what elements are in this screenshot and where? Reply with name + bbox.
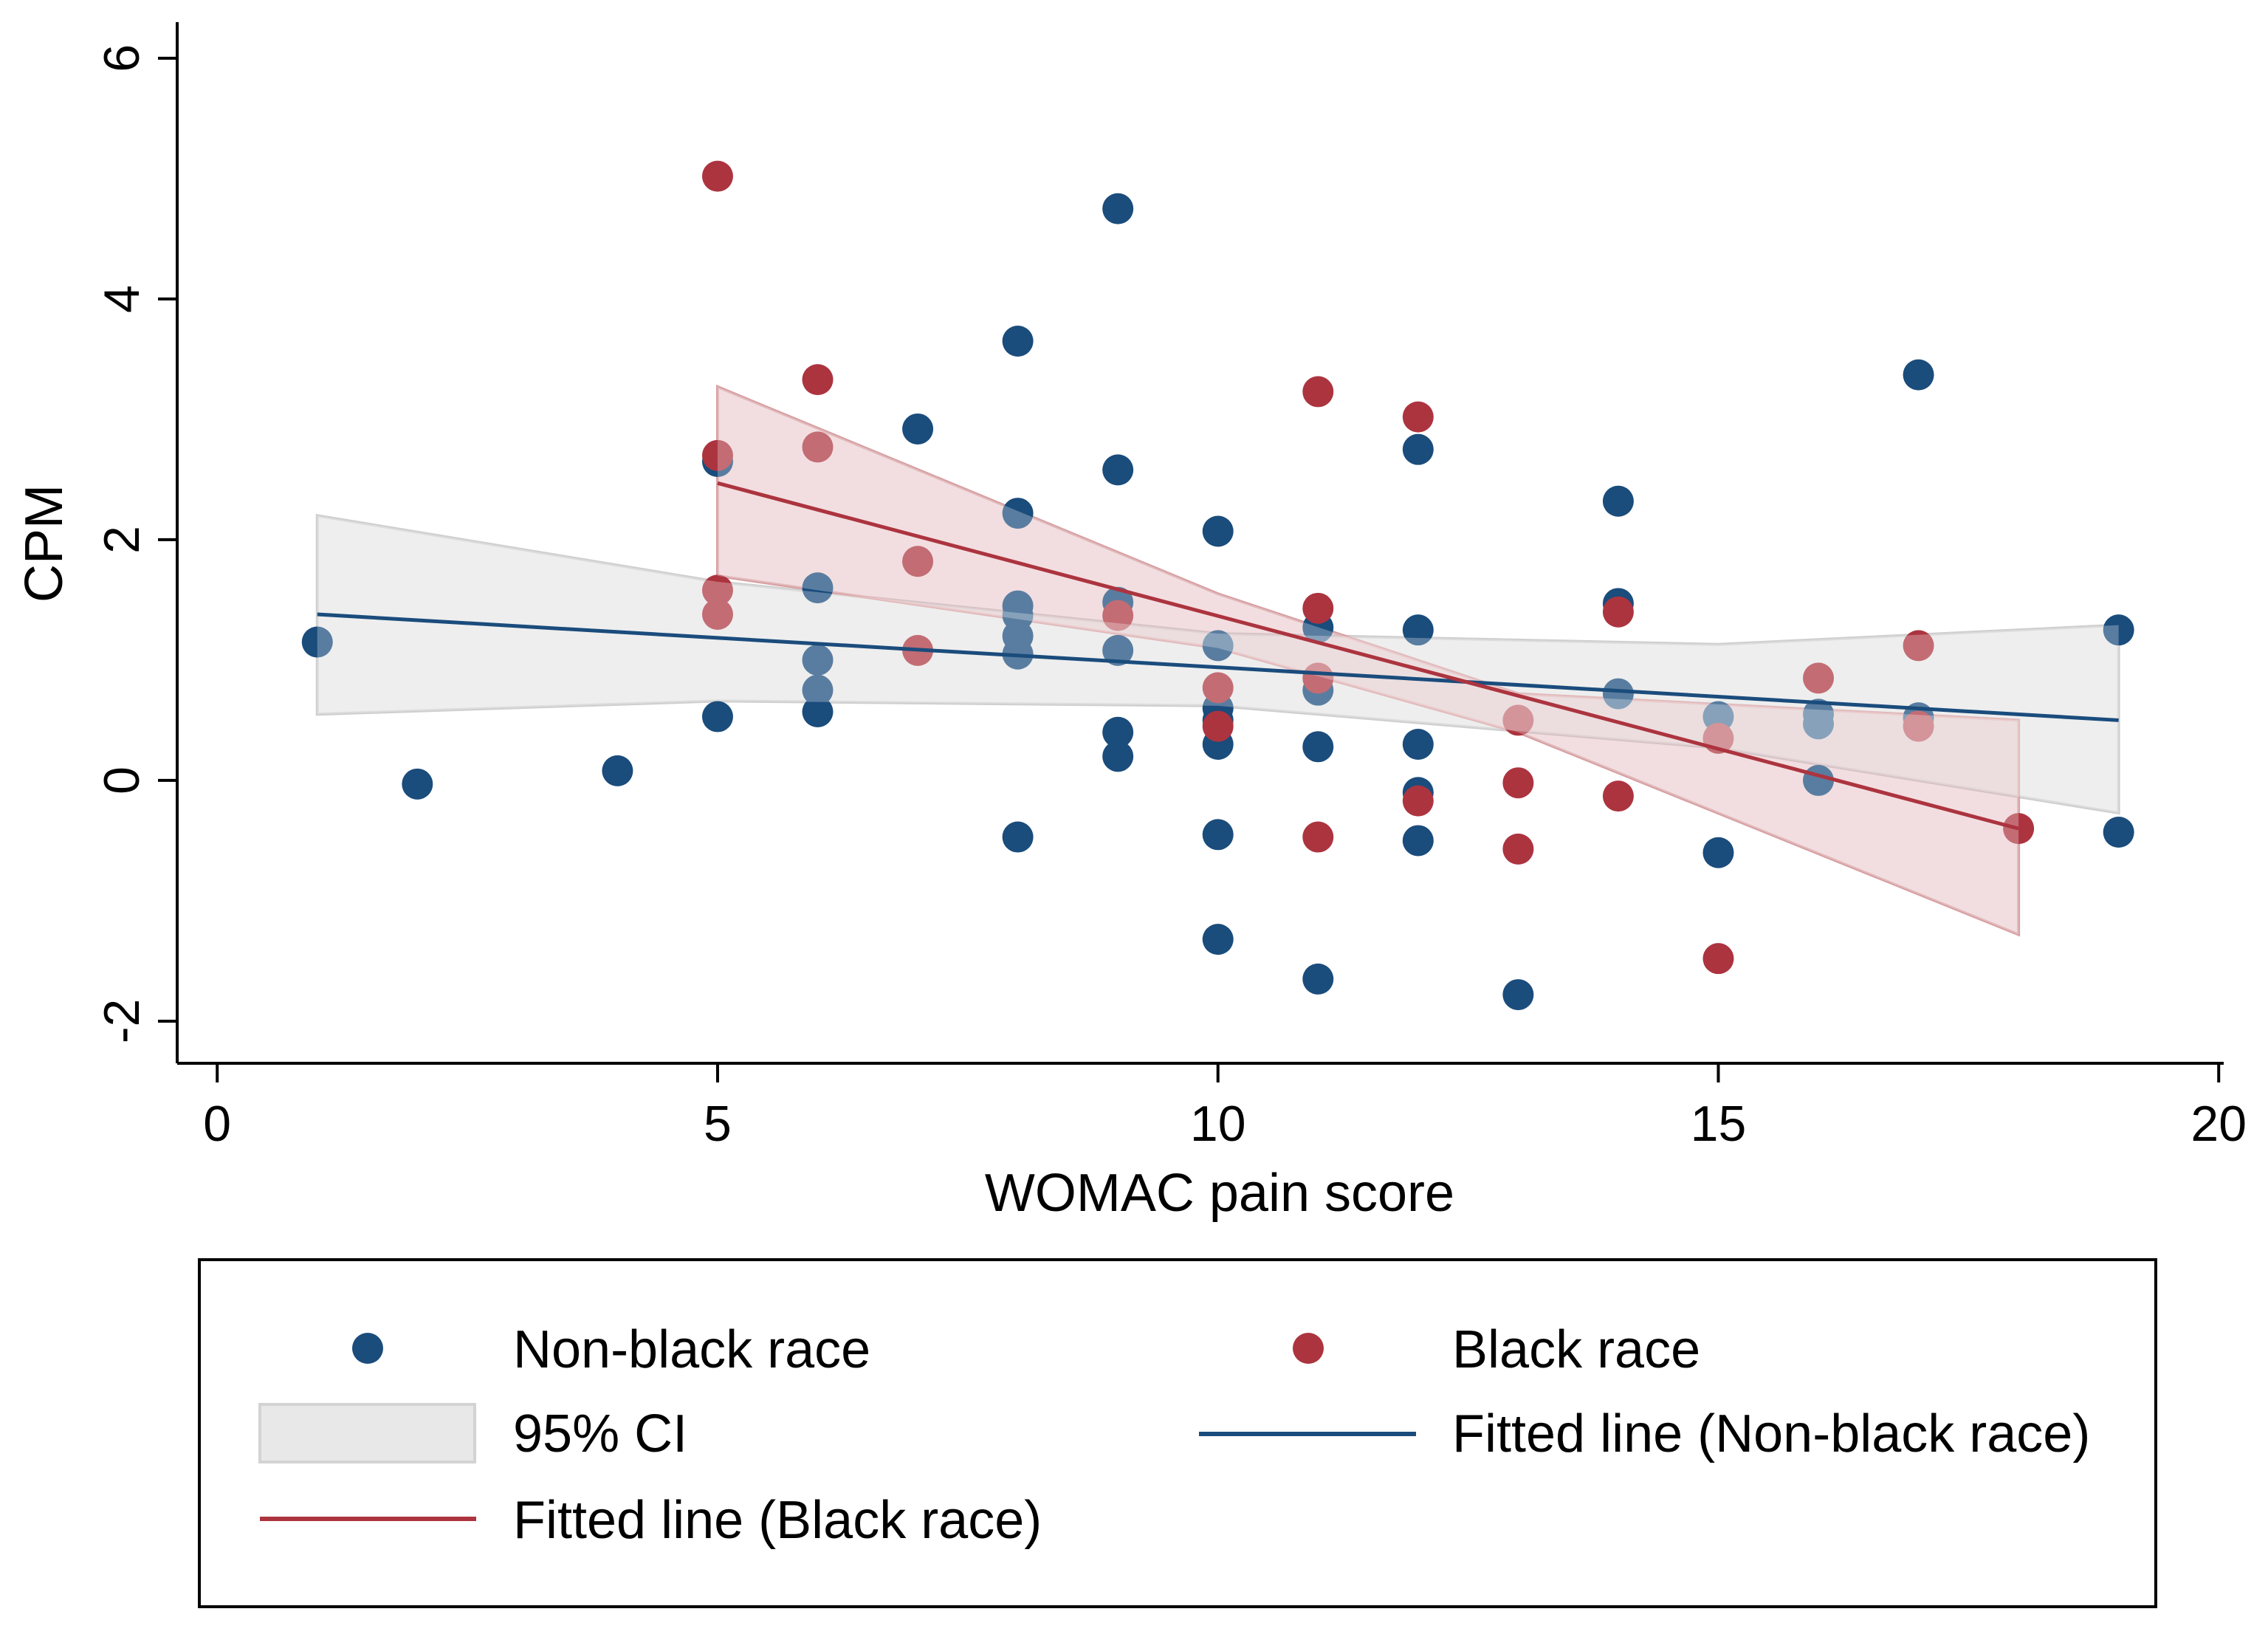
point-non-black [1903, 359, 1934, 391]
data-points [301, 160, 2134, 1011]
x-axis-title: WOMAC pain score [985, 1164, 1454, 1223]
point-non-black [1102, 454, 1134, 486]
ci-overlay-non-black [317, 515, 2119, 813]
point-black [1302, 592, 1334, 624]
y-tick-label: 4 [94, 285, 150, 313]
point-non-black [701, 701, 733, 732]
point-non-black [902, 413, 934, 445]
point-black [1602, 780, 1634, 812]
point-non-black [1002, 325, 1034, 357]
point-black [1302, 376, 1334, 408]
point-black [701, 160, 733, 192]
point-non-black [1702, 701, 1734, 732]
point-black [701, 598, 733, 630]
point-non-black [1302, 963, 1334, 995]
point-non-black [1402, 729, 1434, 761]
point-non-black [1202, 924, 1234, 955]
point-black [1803, 662, 1835, 694]
point-non-black [2103, 614, 2134, 646]
point-non-black [1102, 193, 1134, 224]
y-ticks: -2 0 2 4 6 [94, 44, 177, 1043]
point-black [802, 364, 834, 396]
point-non-black [1602, 678, 1634, 710]
point-non-black [1402, 825, 1434, 857]
point-non-black [802, 696, 834, 728]
legend-label-ci: 95% CI [513, 1404, 687, 1463]
x-tick-label: 10 [1190, 1096, 1246, 1152]
legend-swatch-ci [258, 1403, 476, 1463]
legend-label-non-black: Non-black race [513, 1320, 870, 1379]
x-tick-label: 5 [704, 1096, 732, 1152]
point-non-black [1302, 731, 1334, 763]
legend-label-fit-black: Fitted line (Black race) [513, 1491, 1042, 1550]
point-non-black [1803, 708, 1835, 740]
point-non-black [1602, 485, 1634, 517]
point-non-black [1402, 433, 1434, 465]
x-ticks: 0 5 10 15 20 [203, 1063, 2247, 1152]
point-black [701, 574, 733, 606]
point-non-black [1402, 614, 1434, 646]
legend: Non-black race Black race 95% CI Fitted … [198, 1258, 2157, 1608]
point-black [1502, 833, 1534, 865]
legend-box [198, 1258, 2157, 1608]
point-black [1302, 821, 1334, 853]
point-black [1302, 662, 1334, 694]
point-black [1602, 596, 1634, 628]
point-black [1102, 600, 1134, 631]
legend-swatch-black [1293, 1333, 1324, 1364]
point-non-black [1202, 515, 1234, 547]
point-non-black [402, 768, 433, 800]
y-axis-title: CPM [15, 484, 74, 603]
plot-area [301, 160, 2134, 1011]
point-non-black [1102, 716, 1134, 748]
point-non-black [1102, 741, 1134, 772]
fit-lines [317, 481, 2119, 831]
point-black [1903, 710, 1934, 742]
point-non-black [1702, 837, 1734, 868]
x-tick-label: 0 [203, 1096, 231, 1152]
fit-line-non-black [317, 612, 2119, 722]
point-black [1402, 785, 1434, 817]
point-black [1202, 710, 1234, 742]
legend-swatch-non-black [352, 1333, 383, 1364]
point-black [1702, 943, 1734, 975]
point-non-black [602, 755, 633, 786]
ci-overlay-black [717, 386, 2019, 935]
point-non-black [1002, 498, 1034, 529]
point-non-black [1202, 630, 1234, 662]
point-black [1903, 630, 1934, 662]
point-non-black [1202, 819, 1234, 851]
point-non-black [1002, 821, 1034, 853]
point-black [802, 431, 834, 463]
ci-overlay [317, 386, 2119, 935]
ci-band-non-black [315, 513, 2120, 815]
point-black [1202, 672, 1234, 704]
legend-label-fit-non-black: Fitted line (Non-black race) [1452, 1404, 2090, 1463]
point-non-black [1102, 634, 1134, 666]
axes: 0 5 10 15 20 -2 0 2 4 6 WOMAC pain score CPM [15, 22, 2247, 1223]
y-tick-label: 6 [94, 44, 150, 72]
point-non-black [1502, 979, 1534, 1011]
y-tick-label: 2 [94, 526, 150, 554]
point-black [701, 439, 733, 471]
y-tick-label: 0 [94, 766, 150, 795]
point-black [1502, 767, 1534, 799]
point-non-black [301, 626, 333, 658]
point-non-black [2103, 817, 2134, 848]
point-non-black [802, 674, 834, 706]
point-non-black [802, 644, 834, 676]
point-black [1502, 704, 1534, 736]
point-black [1402, 401, 1434, 433]
point-non-black [802, 572, 834, 604]
y-tick-label: -2 [94, 999, 150, 1043]
x-tick-label: 20 [2190, 1096, 2247, 1152]
fit-line-black [717, 481, 2019, 831]
x-tick-label: 15 [1691, 1096, 1747, 1152]
legend-label-black: Black race [1452, 1320, 1700, 1379]
point-black [902, 546, 934, 577]
